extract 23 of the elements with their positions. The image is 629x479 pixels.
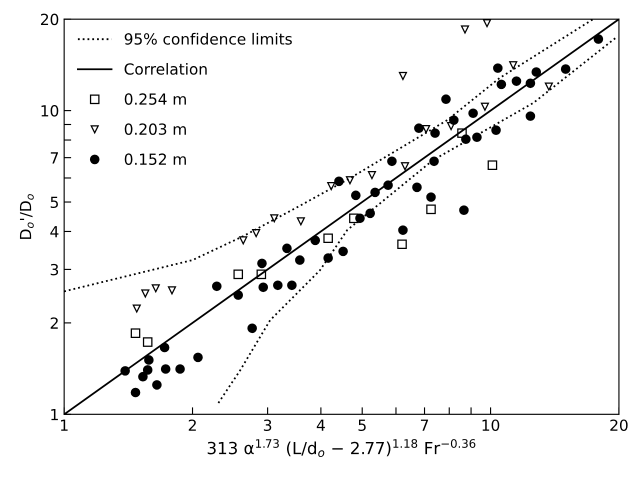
legend-label: 0.152 m xyxy=(124,153,186,165)
y-tick-label: 4 xyxy=(50,226,58,238)
x-tick-label: 3 xyxy=(264,419,272,432)
y-tick-label: 20 xyxy=(40,14,58,26)
x-tick-label: 1 xyxy=(60,420,68,431)
y-tick-label: 10 xyxy=(42,105,58,117)
y-tick-label: 1 xyxy=(51,409,58,420)
legend-label: 0.203 m xyxy=(124,123,186,135)
y-tick-label: 7 xyxy=(50,152,58,164)
x-tick-label: 7 xyxy=(420,420,428,431)
legend-label: 0.254 m xyxy=(124,93,186,105)
x-tick-label: 4 xyxy=(316,420,325,431)
y-tick-label: 3 xyxy=(50,264,58,276)
y-tick-label: 5 xyxy=(50,196,58,208)
x-tick-label: 20 xyxy=(610,419,628,432)
x-axis-title: 313 α$^{1.73}$ (L/d$_{o}$ − 2.77)$^{1.18}$ Fr$^{−0.36}$ xyxy=(208,439,476,458)
x-tick-label: 10 xyxy=(482,419,500,432)
legend-label: Correlation xyxy=(124,62,207,75)
y-tick-label: 2 xyxy=(50,317,58,329)
x-tick-label: 2 xyxy=(188,419,196,431)
y-axis-title: D$_{o}$'/D$_{o}$ xyxy=(20,194,34,239)
x-tick-label: 5 xyxy=(358,420,366,432)
legend-label: 95% confidence limits xyxy=(124,32,292,45)
